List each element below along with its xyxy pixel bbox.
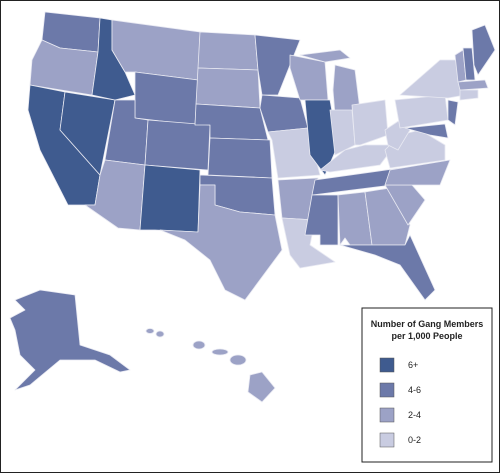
region — [462, 47, 476, 81]
region — [384, 159, 451, 186]
region — [339, 234, 436, 301]
region — [457, 79, 489, 91]
legend-swatch — [379, 407, 395, 423]
state-regions — [9, 11, 496, 403]
legend-label: 0-2 — [408, 435, 421, 445]
region — [351, 99, 389, 146]
region — [267, 127, 321, 179]
region — [229, 354, 247, 366]
region — [195, 67, 261, 109]
region — [364, 187, 411, 246]
region — [404, 123, 449, 139]
region — [247, 371, 276, 403]
region — [144, 119, 211, 171]
legend-label: 2-4 — [408, 410, 421, 420]
region — [254, 34, 301, 96]
region — [159, 184, 283, 301]
region — [192, 340, 206, 350]
legend-title: Number of Gang Members — [371, 319, 484, 329]
region — [155, 330, 165, 338]
legend-title: per 1,000 People — [391, 331, 462, 341]
legend-swatch — [379, 432, 395, 448]
region — [299, 49, 351, 63]
legend-items: 6+ 4-6 2-4 0-2 — [379, 357, 421, 448]
region — [134, 71, 199, 126]
region — [304, 99, 339, 176]
region — [459, 89, 479, 101]
region — [211, 348, 229, 356]
region — [259, 94, 309, 133]
region — [139, 164, 201, 233]
region — [9, 289, 131, 391]
legend-label: 6+ — [408, 360, 418, 370]
region — [447, 99, 459, 126]
region — [207, 137, 273, 179]
legend-swatch — [379, 382, 395, 398]
region — [471, 24, 496, 76]
legend-swatch — [379, 357, 395, 373]
region — [145, 328, 155, 334]
region — [197, 31, 259, 71]
legend-label: 4-6 — [408, 385, 421, 395]
